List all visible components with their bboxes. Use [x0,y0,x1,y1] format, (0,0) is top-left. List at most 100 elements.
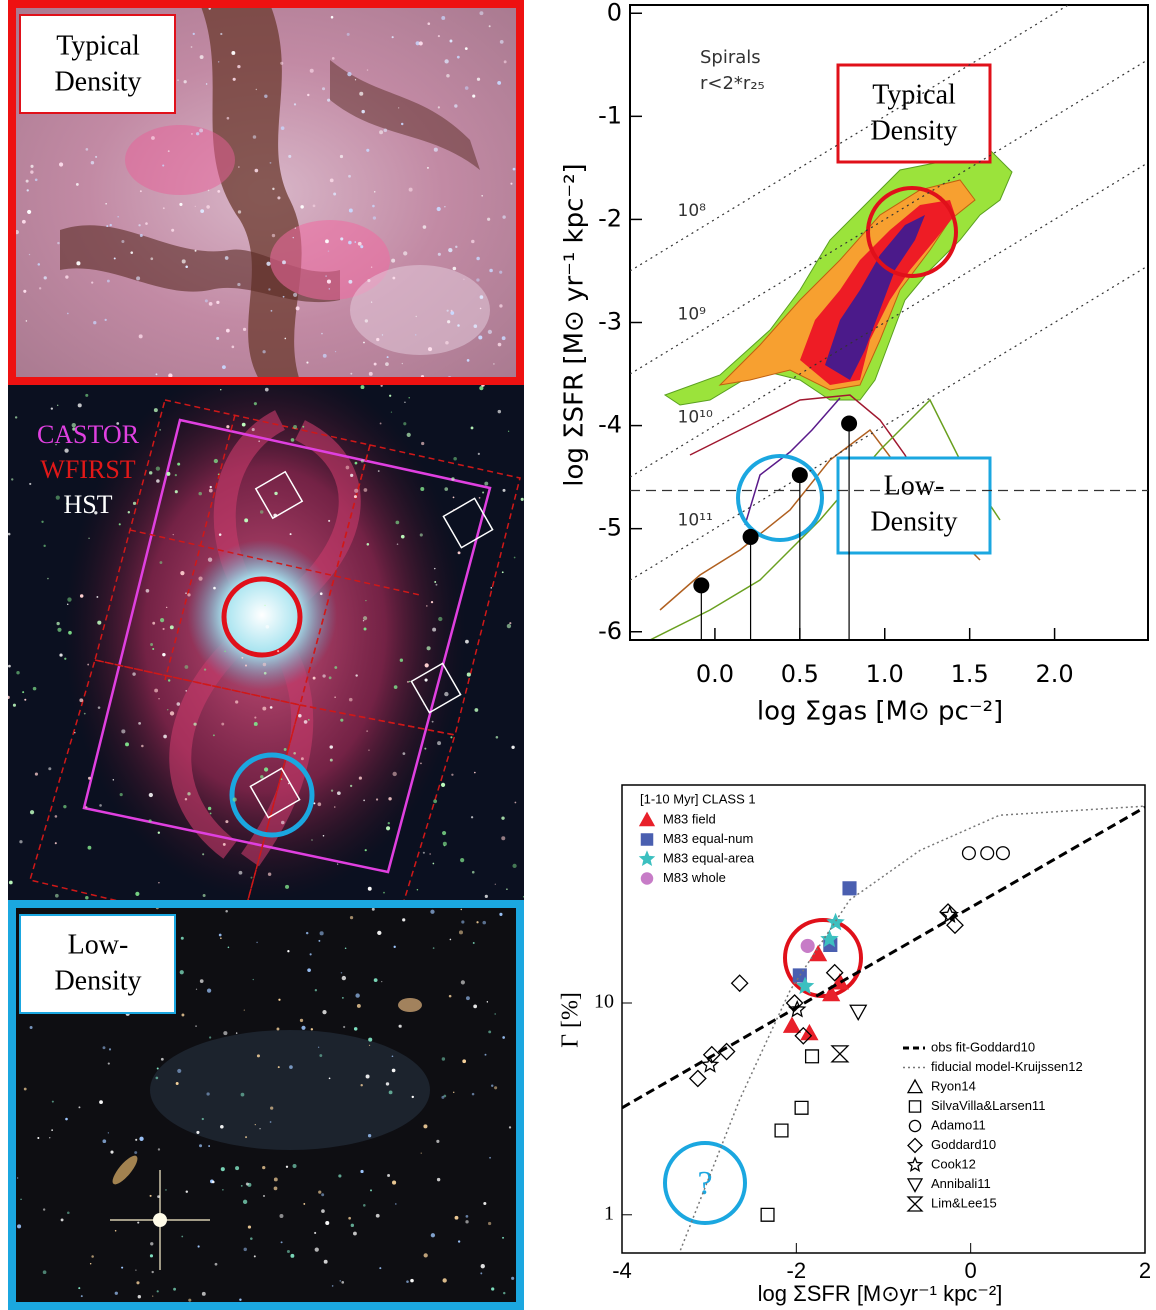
star [488,1221,492,1226]
star [280,61,284,65]
star [202,853,205,856]
star [32,686,37,691]
star [464,86,469,90]
star [502,1036,505,1039]
star [398,107,400,109]
star [184,665,189,669]
star [450,736,453,739]
data-point [717,1042,736,1061]
star [366,148,370,152]
star [55,444,57,446]
star [256,941,258,944]
star [174,490,178,494]
star [499,40,504,44]
star [37,1136,40,1140]
box-label: Density [870,115,957,146]
star [348,208,353,213]
star [319,592,323,596]
star [23,289,27,293]
star [171,228,175,232]
star [287,782,290,785]
star [280,820,285,825]
star [429,853,431,855]
star [368,371,373,376]
trend-line [679,805,1145,1251]
depletion-label: 10¹⁰ [678,407,713,427]
star [317,1046,320,1048]
star [453,457,457,461]
star [29,482,32,486]
star [185,690,187,692]
star [75,182,79,186]
star [470,816,474,819]
star [88,537,90,539]
star [478,335,483,340]
star [207,557,213,562]
star [108,1048,112,1051]
star [218,533,222,536]
star [162,207,165,210]
star [17,1224,22,1229]
star [406,432,411,437]
star [423,1253,428,1258]
star [12,703,16,707]
star [368,1044,371,1047]
contour-fill [825,215,925,380]
star [491,1287,495,1291]
star [322,834,325,837]
star [206,205,210,209]
star [180,936,184,940]
legend-label: fiducial model-Kruijssen12 [931,1059,1083,1074]
star [494,883,496,885]
star [389,394,392,397]
star [154,688,159,693]
star [445,340,449,345]
star [220,388,222,391]
star [318,1190,322,1194]
star [207,189,210,192]
star [311,839,313,841]
star [293,103,297,106]
star [341,1281,345,1284]
star [464,47,468,51]
depletion-line [630,59,1148,375]
star [83,712,86,715]
star [480,1264,485,1269]
star [465,639,469,644]
star [363,627,367,631]
star [113,257,116,260]
star [50,407,53,410]
data-point [700,1055,720,1073]
star [333,806,336,808]
star [362,619,365,622]
star [490,587,493,589]
star [497,81,502,85]
star [444,59,449,64]
star [102,1046,106,1050]
data-point [800,938,815,953]
star [151,136,155,140]
star [270,309,273,312]
data-point [688,1069,707,1088]
data-point [980,846,995,861]
star [344,947,347,950]
data-point [946,916,964,935]
cfe-chart: ? [1-10 Myr] CLASS 1 log ΣSFR [M⊙yr⁻¹ kp… [558,784,1151,1306]
star [150,1242,154,1246]
star [329,745,333,749]
star [502,1236,504,1239]
nebula [350,265,490,355]
star [379,130,384,135]
star [198,491,202,496]
star [321,1209,325,1213]
star [262,662,267,667]
star [293,424,297,429]
star [163,734,167,739]
star [403,422,407,426]
star [354,488,359,493]
star [486,1001,489,1003]
star [328,676,332,680]
legend-swatch [906,1178,924,1193]
star [427,22,431,26]
star [158,698,160,700]
